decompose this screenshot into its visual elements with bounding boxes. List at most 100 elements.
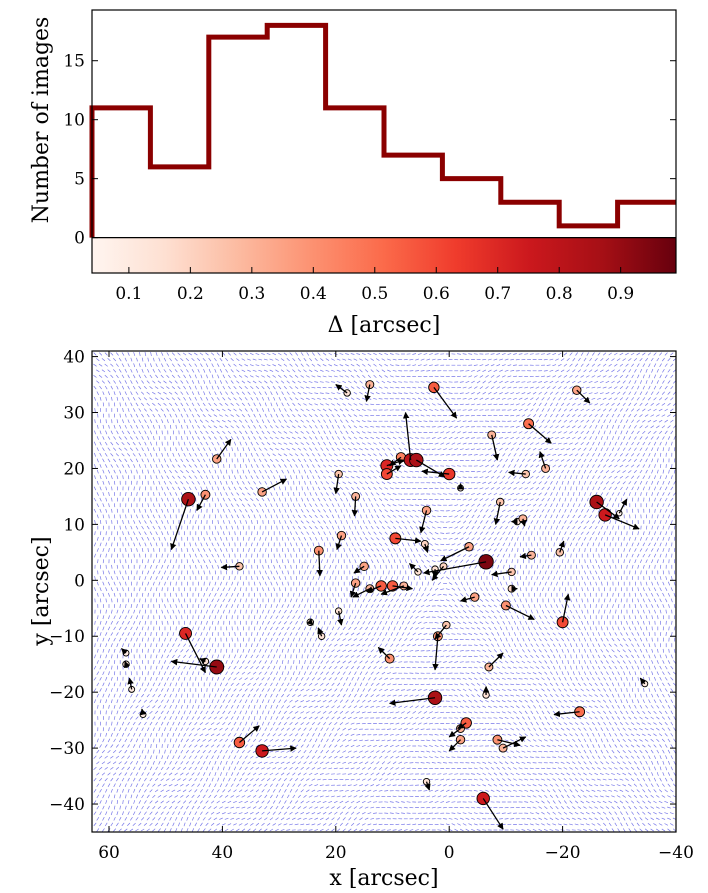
displacement-arrow: [488, 652, 504, 668]
displacement-arrow: [386, 465, 402, 475]
displacement-arrow: [596, 501, 620, 520]
histogram-ytick-label: 15: [63, 52, 85, 72]
colorbar-tick-label: 0.7: [484, 284, 511, 304]
displacement-arrow: [421, 468, 450, 476]
displacement-arrow: [335, 535, 343, 551]
displacement-arrow: [238, 725, 260, 744]
scatter-ylabel: y [arcsec]: [29, 536, 54, 646]
displacement-arrow: [380, 585, 405, 596]
colorbar-tick-label: 0.5: [361, 284, 388, 304]
displacement-arrow: [432, 636, 439, 671]
colorbar-tick-label: 0.4: [300, 284, 327, 304]
displacement-arrow: [433, 386, 458, 419]
displacement-arrow: [333, 473, 340, 495]
displacement-arrow: [317, 627, 324, 637]
displacement-arrow: [604, 514, 640, 530]
scatter-axes-frame: [91, 350, 677, 833]
scatter-xtick-label: 40: [212, 843, 234, 863]
histogram-axes-frame: [91, 9, 677, 274]
displacement-arrow: [402, 411, 412, 461]
displacement-arrow: [457, 722, 467, 730]
displacement-arrow: [434, 624, 447, 640]
scatter-ytick-label: −10: [49, 627, 85, 647]
displacement-arrow: [520, 518, 527, 527]
displacement-arrow: [618, 498, 628, 514]
field-segments: [93, 352, 676, 832]
displacement-arrow: [431, 565, 445, 581]
displacement-arrow: [419, 510, 428, 534]
displacement-arrow: [220, 563, 240, 571]
background-vector-field: [93, 352, 676, 832]
displacement-arrow: [139, 708, 147, 716]
displacement-arrow: [199, 658, 207, 665]
displacement-arrow: [184, 633, 206, 674]
displacement-arrow: [170, 499, 190, 551]
scatter-ytick-label: 10: [63, 515, 85, 535]
displacement-arrow: [127, 677, 134, 690]
scatter-ytick-label: −20: [49, 683, 85, 703]
scatter-xtick-label: −20: [545, 843, 581, 863]
histogram-ytick-label: 10: [63, 111, 85, 131]
histogram-ticks: 0 5 10 15 0.1 0.2 0.3 0.4 0.5 0.6 0.7 0.8 0.9: [63, 52, 676, 304]
displacement-arrow: [366, 585, 382, 593]
colorbar-label: Δ [arcsec]: [328, 313, 441, 338]
histogram-panel: 0 5 10 15 0.1 0.2 0.3 0.4 0.5 0.6 0.7 0.8 0.9 Number…: [29, 9, 677, 338]
displacement-arrow: [423, 561, 487, 576]
displacement-arrow: [528, 423, 552, 444]
colorbar-tick-label: 0.9: [607, 284, 634, 304]
colorbar-tick-label: 0.2: [177, 284, 204, 304]
scatter-xtick-label: 0: [444, 843, 455, 863]
displacement-arrow: [558, 540, 565, 553]
displacement-arrow: [422, 543, 429, 553]
scatter-xtick-label: 60: [98, 843, 120, 863]
displacement-arrow: [349, 582, 357, 598]
colorbar-tick-label: 0.1: [115, 284, 142, 304]
displacement-arrow: [216, 438, 232, 460]
displacement-arrow: [502, 736, 527, 749]
displacement-arrow: [389, 456, 402, 467]
displacement-arrow: [409, 563, 419, 573]
displacement-arrow: [335, 384, 348, 394]
displacement-arrow: [262, 745, 297, 752]
histogram-steps: [89, 22, 676, 239]
displacement-arrow: [377, 646, 391, 660]
displacement-arrow: [196, 494, 206, 511]
scatter-ytick-label: 40: [63, 348, 85, 368]
displacement-arrow: [519, 552, 532, 560]
histogram-ylabel: Number of images: [29, 17, 54, 224]
displacement-arrow: [353, 565, 365, 574]
scatter-xtick-label: −40: [658, 843, 694, 863]
displacement-arrow: [448, 728, 461, 738]
histogram-ytick-label: 5: [74, 170, 85, 190]
displacement-arrow: [261, 478, 288, 493]
scatter-xtick-label: 20: [325, 843, 347, 863]
scatter-ticks: 60 40 20 0 −20 −40 40 30 20 10 0 −10 −20 −30 −40: [49, 348, 694, 863]
displacement-arrow: [306, 618, 314, 626]
displacement-arrow: [561, 593, 571, 623]
colorbar-tick-label: 0.8: [546, 284, 573, 304]
displacement-arrow: [459, 596, 475, 603]
displacement-arrow: [170, 658, 217, 668]
displacement-arrow: [508, 469, 526, 477]
displacement-arrow: [124, 660, 131, 669]
scatter-ytick-label: 30: [63, 404, 85, 424]
scatter-panel: 60 40 20 0 −20 −40 40 30 20 10 0 −10 −20 −30 −40 x [ar…: [29, 348, 694, 891]
colorbar-tick-label: 0.3: [238, 284, 265, 304]
displacement-arrow: [493, 501, 501, 526]
displacement-arrow: [491, 434, 500, 461]
displacement-arrow: [392, 584, 413, 592]
scatter-ytick-label: 20: [63, 459, 85, 479]
scatter-ytick-label: 0: [74, 571, 85, 591]
displacement-arrow: [389, 697, 436, 706]
displacement-arrow: [505, 604, 535, 621]
displacement-arrow: [337, 610, 344, 626]
displacement-arrow: [497, 739, 521, 748]
histogram-ytick-label: 0: [74, 229, 85, 249]
scatter-points: [121, 380, 649, 830]
displacement-arrow: [364, 384, 371, 402]
scatter-point: [421, 505, 432, 516]
colorbar-tick-label: 0.6: [423, 284, 450, 304]
colorbar: [92, 237, 676, 273]
displacement-arrow: [538, 451, 547, 469]
